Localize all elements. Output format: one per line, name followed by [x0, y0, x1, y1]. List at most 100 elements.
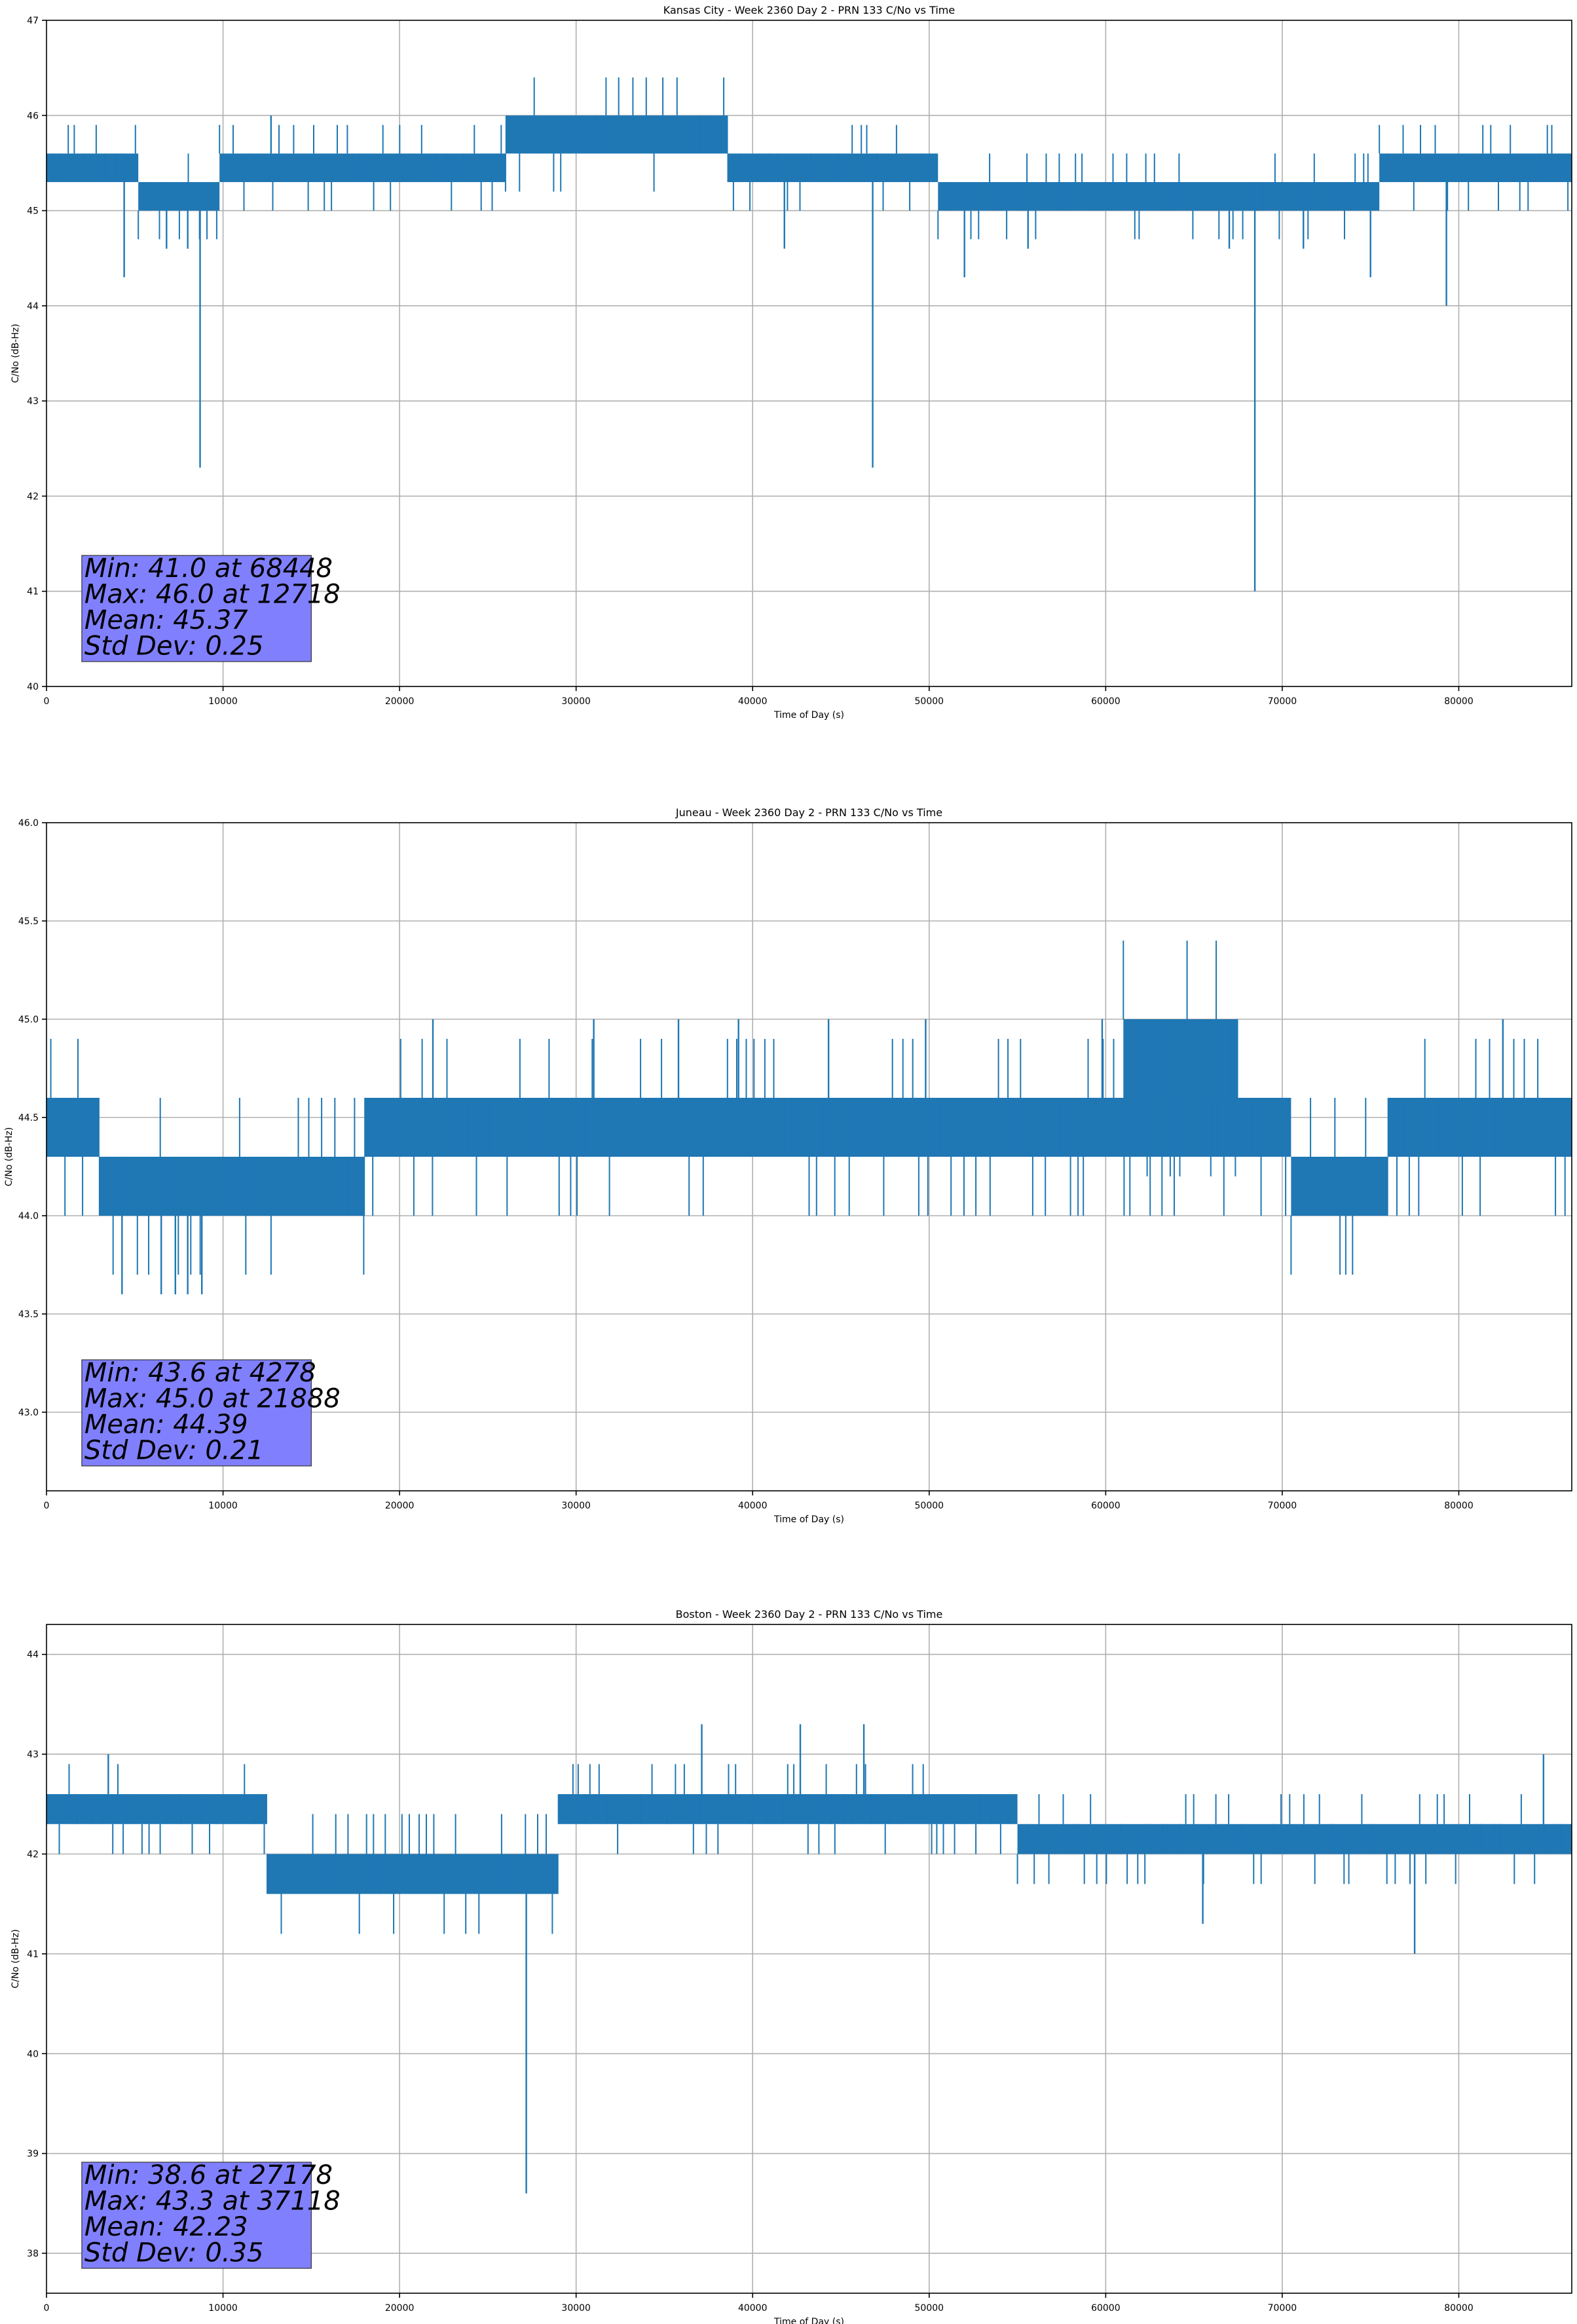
- data-band: [1291, 1157, 1388, 1216]
- y-tick-label: 45: [27, 206, 39, 217]
- data-band-texture: [1016, 1794, 1562, 1884]
- stats-line: Mean: 42.23: [84, 2212, 248, 2242]
- y-tick-label: 46: [27, 111, 39, 121]
- x-tick-label: 20000: [385, 2303, 415, 2314]
- x-tick-label: 0: [44, 2303, 50, 2314]
- x-tick-label: 20000: [385, 696, 415, 707]
- data-band: [138, 181, 220, 211]
- data-band-texture: [1387, 1039, 1566, 1216]
- stats-line: Min: 41.0 at 68448: [84, 553, 333, 584]
- x-tick-label: 60000: [1091, 2303, 1121, 2314]
- y-axis-label: C/No (dB-Hz): [10, 1929, 21, 1988]
- y-tick-label: 41: [27, 1949, 39, 1960]
- x-tick-label: 50000: [915, 1501, 944, 1511]
- y-tick-label: 42: [27, 491, 39, 502]
- data-band: [558, 1794, 753, 1824]
- y-tick-label: 43.0: [18, 1408, 39, 1418]
- data-band-texture: [363, 1039, 1287, 1216]
- x-axis-label: Time of Day (s): [773, 710, 844, 721]
- x-tick-label: 10000: [208, 696, 238, 707]
- stats-box: [81, 2162, 312, 2269]
- data-band-texture: [557, 1764, 751, 1854]
- data-band: [505, 115, 728, 154]
- data-band: [752, 1794, 1018, 1824]
- axes-frame: [46, 822, 1572, 1491]
- data-band-texture: [219, 124, 502, 211]
- chart-title: Boston - Week 2360 Day 2 - PRN 133 C/No …: [676, 1608, 943, 1621]
- chart-panel-3: 0 10000 20000 30000 40000 50000 60000 70000 8000…: [10, 1608, 1572, 2324]
- data-band: [99, 1157, 365, 1216]
- data-band: [1123, 1019, 1238, 1098]
- x-tick-label: 70000: [1268, 1501, 1297, 1511]
- chart-panel-1: 0 10000 20000 30000 40000 50000 60000 70000 8000…: [10, 4, 1572, 721]
- data-band-texture: [1290, 1098, 1388, 1275]
- stats-line: Mean: 44.39: [84, 1410, 248, 1440]
- chart-panel-2: 0 10000 20000 30000 40000 50000 60000 70000 8000…: [4, 806, 1572, 1525]
- axes-frame: [46, 20, 1572, 687]
- x-tick-label: 0: [44, 1501, 50, 1511]
- y-tick-label: 43: [27, 396, 39, 407]
- stats-line: Std Dev: 0.25: [84, 631, 264, 662]
- data-band-texture: [46, 1764, 265, 1854]
- y-axis-label: C/No (dB-Hz): [4, 1127, 14, 1186]
- x-axis-label: Time of Day (s): [773, 1514, 844, 1525]
- x-tick-label: 70000: [1268, 2303, 1297, 2314]
- data-band-texture: [1379, 124, 1569, 211]
- stats-line: Max: 45.0 at 21888: [84, 1384, 341, 1414]
- y-tick-label: 44: [27, 1650, 39, 1660]
- data-band: [46, 1794, 267, 1824]
- x-tick-label: 20000: [385, 1501, 415, 1511]
- data-band: [938, 181, 1380, 211]
- stats-line: Max: 43.3 at 37118: [84, 2186, 341, 2217]
- x-tick-label: 40000: [738, 696, 768, 707]
- stats-box: [81, 555, 312, 662]
- data-band-texture: [46, 1039, 95, 1216]
- x-tick-label: 50000: [915, 696, 944, 707]
- x-tick-label: 10000: [208, 2303, 238, 2314]
- x-tick-label: 60000: [1091, 1501, 1121, 1511]
- y-tick-label: 39: [27, 2149, 39, 2160]
- y-tick-label: 44.5: [18, 1113, 39, 1123]
- y-tick-label: 45.0: [18, 1015, 39, 1025]
- data-band-texture: [1122, 941, 1236, 1176]
- x-tick-label: 40000: [738, 2303, 768, 2314]
- stats-line: Min: 38.6 at 27178: [84, 2160, 333, 2190]
- x-tick-label: 80000: [1444, 2303, 1474, 2314]
- data-band-texture: [937, 153, 1369, 240]
- data-band-texture: [46, 124, 136, 182]
- stats-line: Std Dev: 0.21: [84, 1436, 264, 1466]
- y-tick-label: 44.0: [18, 1211, 39, 1222]
- data-band: [1388, 1098, 1572, 1157]
- y-tick-label: 40: [27, 682, 39, 692]
- stats-box: [81, 1359, 312, 1467]
- stats-line: Max: 46.0 at 12718: [84, 580, 341, 610]
- y-tick-label: 41: [27, 587, 39, 597]
- y-tick-label: 46.0: [18, 818, 39, 829]
- chart-title: Kansas City - Week 2360 Day 2 - PRN 133 …: [663, 4, 955, 16]
- x-tick-label: 50000: [915, 2303, 944, 2314]
- data-series: [46, 1724, 1572, 2194]
- data-band: [46, 153, 139, 182]
- y-tick-label: 43.5: [18, 1309, 39, 1320]
- x-tick-label: 80000: [1444, 696, 1474, 707]
- x-tick-label: 40000: [738, 1501, 768, 1511]
- data-band: [1379, 153, 1572, 182]
- x-tick-label: 80000: [1444, 1501, 1474, 1511]
- x-tick-label: 0: [44, 696, 50, 707]
- data-band: [364, 1098, 1291, 1157]
- data-band: [1017, 1824, 1572, 1854]
- y-tick-label: 47: [27, 16, 39, 26]
- y-axis-label: C/No (dB-Hz): [10, 324, 21, 383]
- x-tick-label: 30000: [561, 1501, 591, 1511]
- stats-line: Min: 43.6 at 4278: [84, 1358, 316, 1388]
- x-tick-label: 30000: [561, 2303, 591, 2314]
- data-band-texture: [267, 1814, 553, 1934]
- data-band-texture: [98, 1098, 365, 1275]
- chart-title: Juneau - Week 2360 Day 2 - PRN 133 C/No …: [675, 806, 942, 819]
- data-band-texture: [727, 124, 937, 211]
- x-axis-label: Time of Day (s): [773, 2317, 844, 2324]
- stats-line: Mean: 45.37: [84, 605, 248, 635]
- y-tick-label: 44: [27, 301, 39, 312]
- y-tick-label: 45.5: [18, 916, 39, 927]
